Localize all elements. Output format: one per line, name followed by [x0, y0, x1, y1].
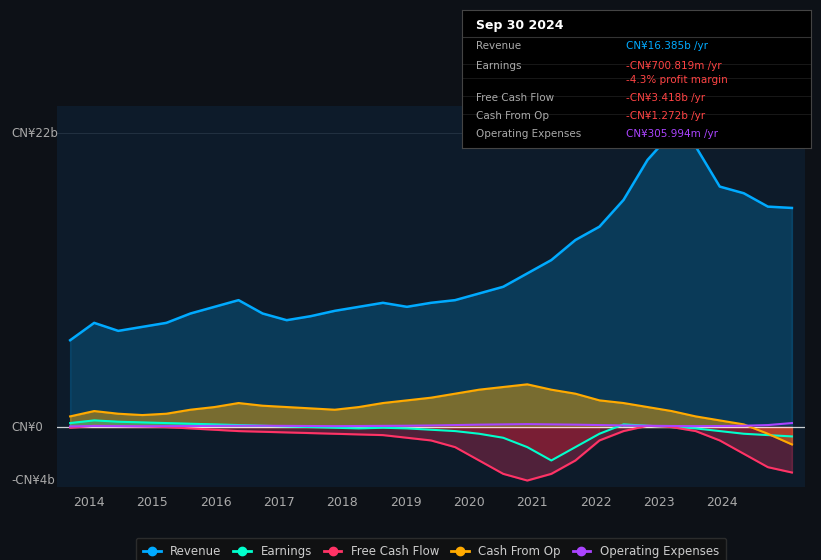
Text: -CN¥1.272b /yr: -CN¥1.272b /yr	[626, 111, 705, 121]
Text: -CN¥3.418b /yr: -CN¥3.418b /yr	[626, 93, 705, 103]
Text: Sep 30 2024: Sep 30 2024	[476, 19, 564, 32]
Text: Revenue: Revenue	[476, 41, 521, 52]
Legend: Revenue, Earnings, Free Cash Flow, Cash From Op, Operating Expenses: Revenue, Earnings, Free Cash Flow, Cash …	[136, 538, 726, 560]
Text: Cash From Op: Cash From Op	[476, 111, 549, 121]
Text: CN¥0: CN¥0	[11, 421, 43, 433]
Text: -4.3% profit margin: -4.3% profit margin	[626, 75, 728, 85]
Text: Operating Expenses: Operating Expenses	[476, 129, 581, 139]
Text: -CN¥4b: -CN¥4b	[11, 474, 55, 487]
Text: Free Cash Flow: Free Cash Flow	[476, 93, 554, 103]
Text: CN¥305.994m /yr: CN¥305.994m /yr	[626, 129, 718, 139]
Text: CN¥22b: CN¥22b	[11, 127, 58, 139]
Text: CN¥16.385b /yr: CN¥16.385b /yr	[626, 41, 709, 52]
Text: -CN¥700.819m /yr: -CN¥700.819m /yr	[626, 61, 722, 71]
Text: Earnings: Earnings	[476, 61, 521, 71]
